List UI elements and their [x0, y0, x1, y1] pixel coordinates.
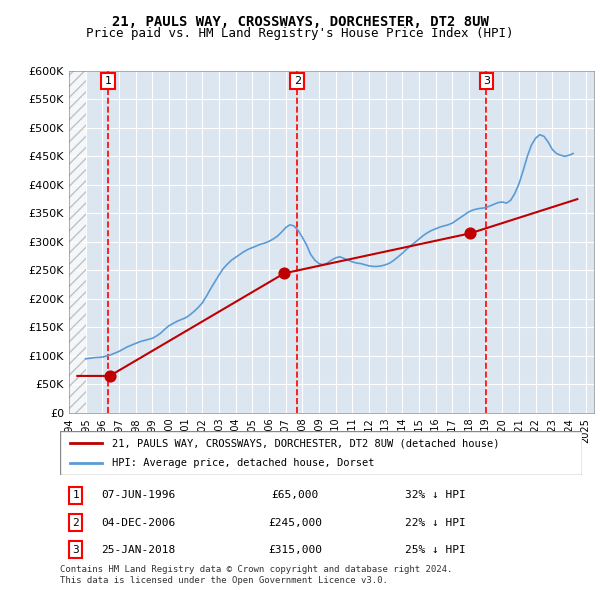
Text: 04-DEC-2006: 04-DEC-2006: [101, 517, 175, 527]
Text: 25-JAN-2018: 25-JAN-2018: [101, 545, 175, 555]
FancyBboxPatch shape: [60, 431, 582, 475]
Text: 22% ↓ HPI: 22% ↓ HPI: [406, 517, 466, 527]
Text: 1: 1: [104, 76, 112, 86]
Point: [105, 371, 115, 381]
Text: 1: 1: [72, 490, 79, 500]
Text: 21, PAULS WAY, CROSSWAYS, DORCHESTER, DT2 8UW: 21, PAULS WAY, CROSSWAYS, DORCHESTER, DT…: [112, 15, 488, 29]
Text: HPI: Average price, detached house, Dorset: HPI: Average price, detached house, Dors…: [112, 458, 374, 467]
Text: £315,000: £315,000: [268, 545, 322, 555]
Point: [466, 229, 475, 238]
Text: 2: 2: [294, 76, 301, 86]
Text: 25% ↓ HPI: 25% ↓ HPI: [406, 545, 466, 555]
Text: 07-JUN-1996: 07-JUN-1996: [101, 490, 175, 500]
Text: Contains HM Land Registry data © Crown copyright and database right 2024.
This d: Contains HM Land Registry data © Crown c…: [60, 565, 452, 585]
Bar: [69, 71, 86, 413]
Text: 3: 3: [483, 76, 490, 86]
Text: 32% ↓ HPI: 32% ↓ HPI: [406, 490, 466, 500]
Text: 3: 3: [72, 545, 79, 555]
Text: £245,000: £245,000: [268, 517, 322, 527]
Text: Price paid vs. HM Land Registry's House Price Index (HPI): Price paid vs. HM Land Registry's House …: [86, 27, 514, 40]
Text: 21, PAULS WAY, CROSSWAYS, DORCHESTER, DT2 8UW (detached house): 21, PAULS WAY, CROSSWAYS, DORCHESTER, DT…: [112, 438, 500, 448]
Point: [280, 268, 289, 278]
Text: £65,000: £65,000: [271, 490, 319, 500]
Text: 2: 2: [72, 517, 79, 527]
